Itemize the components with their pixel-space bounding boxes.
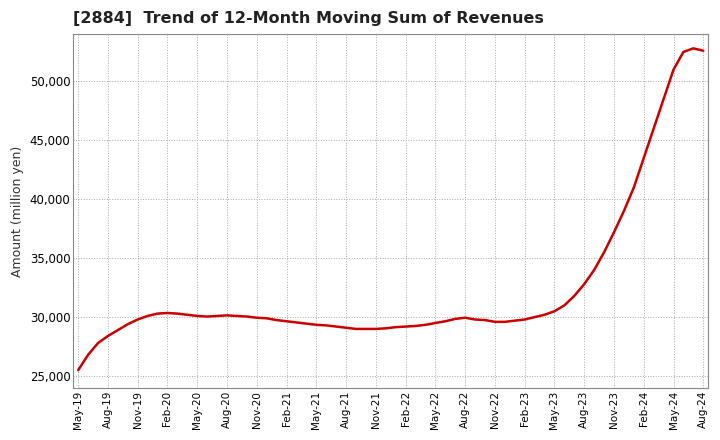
Y-axis label: Amount (million yen): Amount (million yen) [11, 145, 24, 277]
Text: [2884]  Trend of 12-Month Moving Sum of Revenues: [2884] Trend of 12-Month Moving Sum of R… [73, 11, 544, 26]
